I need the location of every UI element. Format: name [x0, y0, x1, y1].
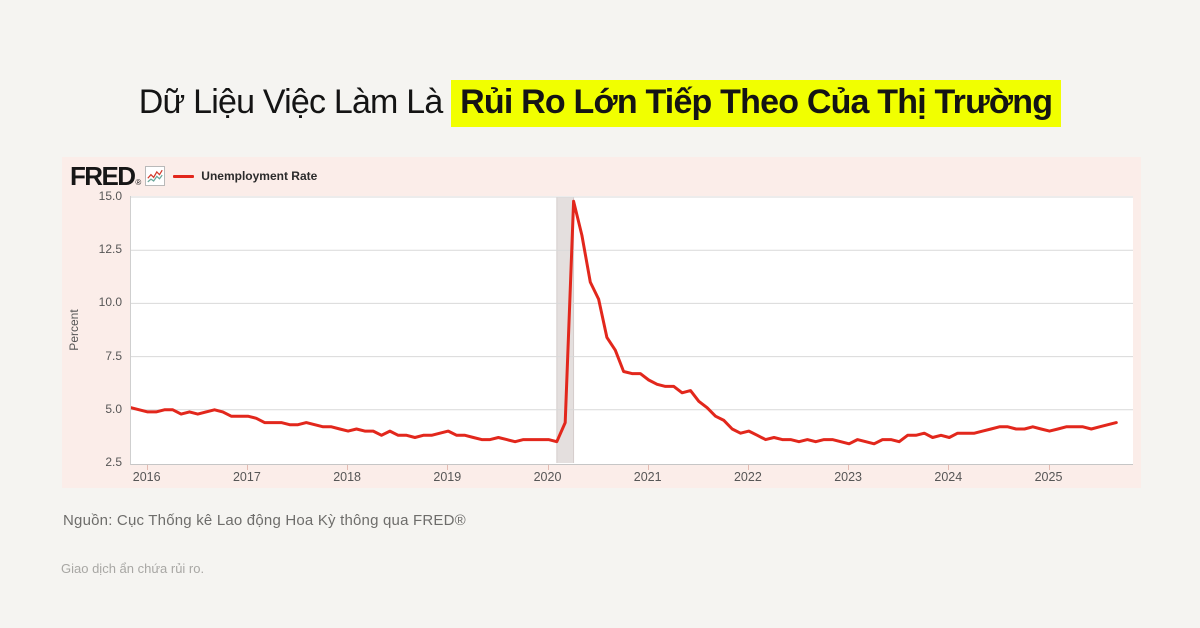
x-tick-mark	[948, 465, 950, 470]
legend-line-swatch	[173, 174, 195, 178]
x-tick-mark	[647, 465, 649, 470]
y-tick-label: 7.5	[105, 348, 122, 363]
legend-label: Unemployment Rate	[201, 169, 318, 183]
x-tick-mark	[848, 465, 850, 470]
x-tick-label: 2018	[333, 470, 361, 484]
chart-header: FRED ® Unemployment Rate	[70, 161, 317, 191]
x-tick-mark	[246, 465, 248, 470]
line-chart-plot	[130, 196, 1133, 465]
x-tick-mark	[447, 465, 449, 470]
x-tick-label: 2025	[1034, 470, 1063, 484]
y-tick-label: 10.0	[98, 295, 122, 310]
y-axis-title: Percent	[67, 309, 81, 351]
x-tick-label: 2024	[934, 470, 963, 484]
source-note: Nguồn: Cục Thống kê Lao động Hoa Kỳ thôn…	[63, 512, 466, 529]
y-tick-label: 15.0	[98, 189, 122, 203]
y-tick-label: 5.0	[105, 401, 122, 416]
fred-logo: FRED	[70, 161, 136, 191]
x-tick-mark	[347, 465, 349, 470]
x-tick-label: 2023	[834, 470, 862, 484]
x-tick-mark	[146, 465, 148, 470]
x-tick-mark	[547, 465, 549, 470]
y-tick-label: 2.5	[105, 455, 122, 469]
page-title-highlight: Rủi Ro Lớn Tiếp Theo Của Thị Trường	[451, 80, 1062, 127]
recession-band	[556, 197, 574, 463]
unemployment-rate-line	[131, 199, 1118, 446]
x-tick-label: 2022	[733, 470, 762, 484]
x-tick-label: 2017	[232, 470, 261, 484]
fred-chart-card: FRED ® Unemployment Rate Percent 15.0 12.…	[62, 157, 1141, 488]
x-tick-mark	[747, 465, 749, 470]
x-tick-label: 2019	[433, 470, 462, 484]
y-tick-label: 12.5	[98, 242, 122, 257]
x-tick-label: 2016	[132, 470, 161, 484]
risk-disclaimer: Giao dịch ẩn chứa rủi ro.	[61, 561, 205, 576]
x-tick-mark	[1048, 465, 1050, 470]
x-tick-label: 2021	[633, 470, 662, 484]
fred-sparkline-icon	[145, 166, 166, 186]
registered-trademark-icon: ®	[135, 178, 142, 187]
page-title-prefix: Dữ Liệu Việc Làm Là	[138, 83, 452, 121]
x-tick-label: 2020	[533, 470, 562, 484]
line-chart-svg	[131, 196, 1133, 463]
page-title: Dữ Liệu Việc Làm Là Rủi Ro Lớn Tiếp Theo…	[0, 80, 1200, 127]
